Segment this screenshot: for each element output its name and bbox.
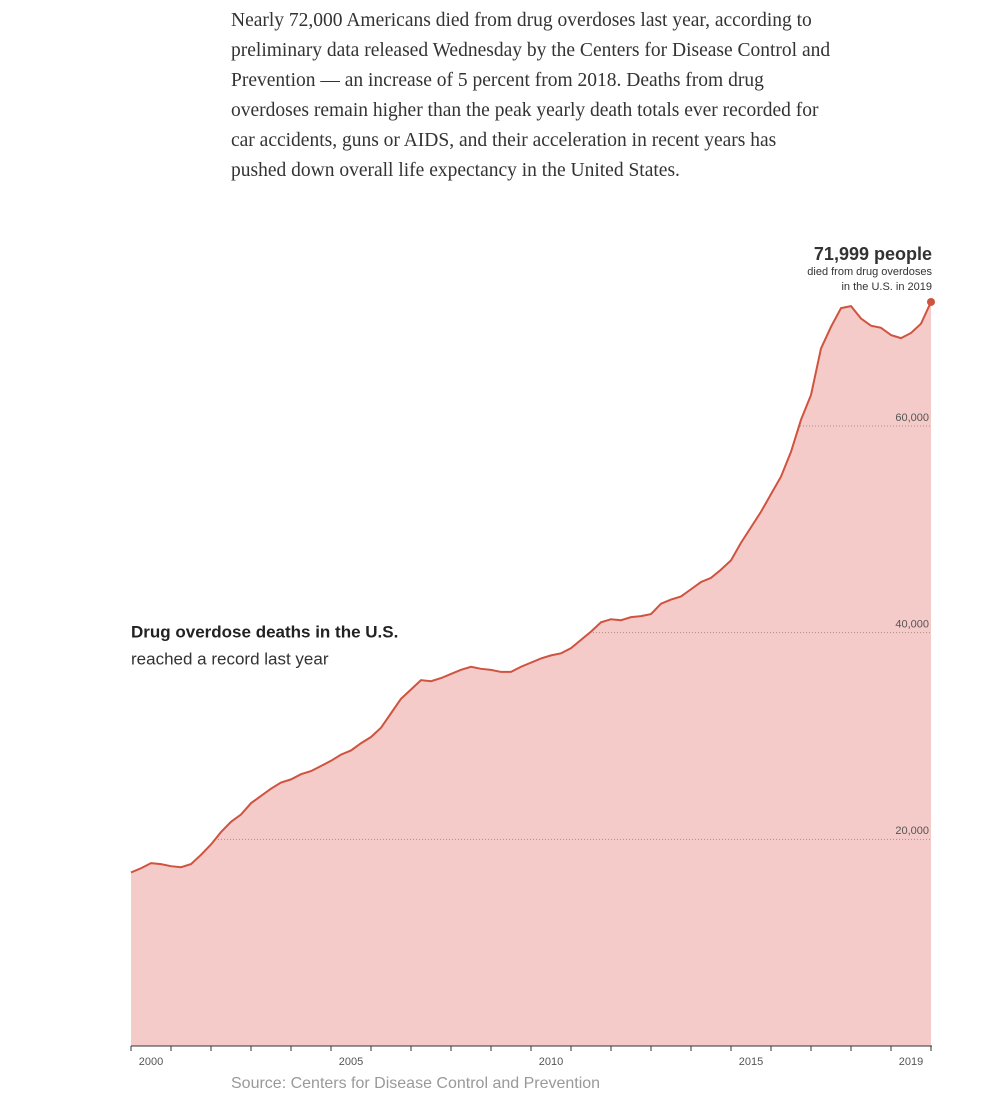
chart-title: Drug overdose deaths in the U.S. xyxy=(131,622,398,641)
lede-paragraph: Nearly 72,000 Americans died from drug o… xyxy=(231,10,831,181)
annotation-title: 71,999 people xyxy=(814,244,932,264)
y-tick-label: 20,000 xyxy=(895,825,929,837)
y-tick-label: 40,000 xyxy=(895,619,929,631)
annotation-line: in the U.S. in 2019 xyxy=(841,281,932,293)
x-tick-label: 2015 xyxy=(739,1056,763,1068)
line xyxy=(130,301,932,874)
annotation-line: died from drug overdoses xyxy=(807,266,932,278)
x-tick-label: 2010 xyxy=(539,1056,563,1068)
end-dot xyxy=(927,297,935,306)
x-tick-label: 2005 xyxy=(339,1056,363,1068)
source: Source: Centers for Disease Control and … xyxy=(231,1075,600,1092)
area xyxy=(131,301,931,1047)
x-tick-label: 2019 xyxy=(899,1056,923,1068)
chart-subtitle: reached a record last year xyxy=(131,649,329,668)
y-tick-label: 60,000 xyxy=(895,412,929,424)
x-tick-label: 2000 xyxy=(139,1056,163,1068)
